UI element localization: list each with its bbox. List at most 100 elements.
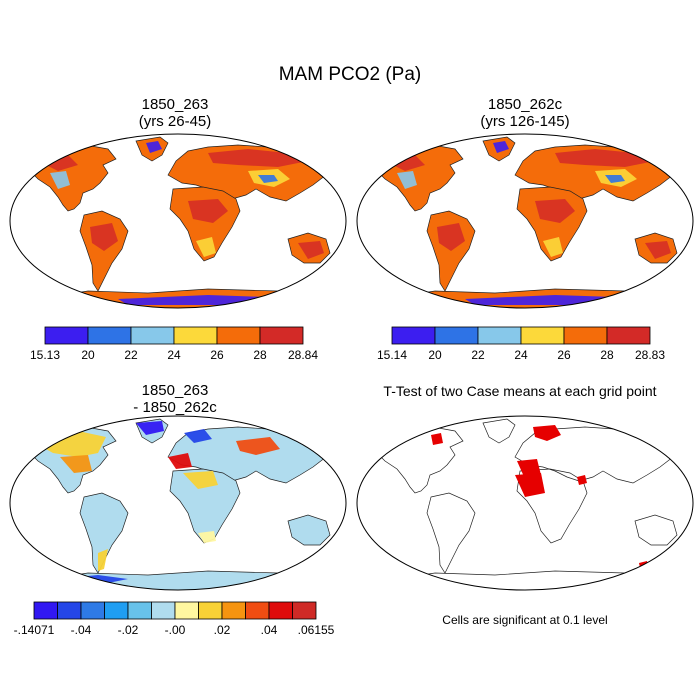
- colorbar-tick-label-1: 15.13: [30, 348, 60, 362]
- panel3-title-line2: - 1850_262c: [133, 399, 217, 416]
- colorbar-swatch-5: [563, 326, 608, 345]
- colorbar-swatch-1: [44, 326, 89, 345]
- panel1-title-line2: (yrs 26-45): [138, 113, 212, 130]
- colorbar-panel-3: -.14071 -.04 -.02 -.00 .02 .04 .06155: [14, 601, 335, 637]
- map-border: [9, 133, 347, 309]
- sig-region-siberia: [655, 431, 663, 437]
- colorbar-tick-label-3: 22: [471, 348, 485, 362]
- diff-region-us: [60, 455, 92, 473]
- colorbar-tick-label-2: 20: [428, 348, 442, 362]
- colorbar-swatch-11: [268, 601, 293, 620]
- diff-region-patagonia: [98, 549, 108, 571]
- colorbar-swatch-7: [174, 601, 199, 620]
- colorbar-tick-label-2: -.04: [71, 623, 92, 637]
- low-region-us-west: [50, 171, 70, 189]
- colorbar-tick-label-5: .02: [214, 623, 231, 637]
- colorbar-swatch-5: [127, 601, 152, 620]
- land-africa: [169, 468, 241, 544]
- panel1-title: 1850_263 (yrs 26-45): [30, 96, 320, 130]
- diff-region-iberia: [168, 453, 192, 469]
- high-region-amazon: [437, 223, 465, 251]
- low-region-greenland: [493, 141, 509, 153]
- diff-region-south-africa: [198, 531, 216, 543]
- map-border: [9, 415, 347, 591]
- map-panel-1: [9, 133, 347, 309]
- colorbar-swatch-5: [216, 326, 261, 345]
- colorbar-swatch-3: [80, 601, 105, 620]
- land-australia: [634, 514, 678, 546]
- map-panel-2: [356, 133, 694, 309]
- colorbar-tick-label-4: 24: [514, 348, 528, 362]
- colorbar-tick-label-6: 28: [600, 348, 614, 362]
- land-africa: [516, 468, 588, 544]
- colorbar-panel-2: 15.14 20 22 24 26 28 28.83: [377, 326, 665, 362]
- colorbar-tick-label-1: 15.14: [377, 348, 407, 362]
- sig-region-arabia: [577, 475, 587, 485]
- map-border: [356, 133, 694, 309]
- panel2-title-line2: (yrs 126-145): [480, 113, 570, 130]
- sig-region-canada: [431, 433, 443, 445]
- panel3-title-line1: 1850_263: [141, 382, 209, 399]
- colorbar-tick-label-5: 26: [210, 348, 224, 362]
- map-panel-4: [356, 415, 694, 591]
- land-south-america: [426, 492, 476, 574]
- colorbar-tick-label-1: -.14071: [14, 623, 55, 637]
- colorbar-panel-1: 15.13 20 22 24 26 28 28.84: [30, 326, 318, 362]
- high-region-australia: [298, 241, 324, 259]
- colorbar-swatch-6: [151, 601, 176, 620]
- map-border: [356, 415, 694, 591]
- colorbar-swatch-1: [391, 326, 436, 345]
- colorbar-swatch-2: [57, 601, 82, 620]
- diff-region-west-siberia: [236, 437, 280, 455]
- sig-region-scandinavia: [533, 425, 561, 441]
- sig-region-northwest-africa: [515, 473, 545, 497]
- low-region-greenland: [146, 141, 162, 153]
- panel1-title-line1: 1850_263: [141, 96, 209, 113]
- diff-region-scandinavia: [184, 429, 212, 443]
- colorbar-tick-label-4: -.00: [165, 623, 186, 637]
- land-europe-asia: [514, 426, 682, 484]
- colorbar-swatch-3: [130, 326, 175, 345]
- high-region-sahara: [188, 199, 228, 223]
- colorbar-tick-label-7: .06155: [298, 623, 335, 637]
- colorbar-swatch-4: [104, 601, 129, 620]
- land-north-america: [374, 426, 464, 494]
- colorbar-tick-label-3: -.02: [118, 623, 139, 637]
- colorbar-tick-label-3: 22: [124, 348, 138, 362]
- panel2-title-line1: 1850_262c: [487, 96, 563, 113]
- map-panel-3: [9, 415, 347, 591]
- map-ocean-background: [357, 416, 693, 590]
- colorbar-tick-label-7: 28.83: [635, 348, 665, 362]
- colorbar-tick-label-6: 28: [253, 348, 267, 362]
- colorbar-tick-label-4: 24: [167, 348, 181, 362]
- diff-region-sahara: [183, 471, 218, 489]
- colorbar-swatch-4: [520, 326, 565, 345]
- low-region-tibet: [605, 175, 625, 183]
- colorbar-tick-label-7: 28.84: [288, 348, 318, 362]
- panel4-title: T-Test of two Case means at each grid po…: [383, 383, 657, 399]
- colorbar-swatch-6: [606, 326, 651, 345]
- colorbar-swatch-8: [198, 601, 223, 620]
- land-australia: [287, 514, 331, 546]
- high-region-australia: [645, 241, 671, 259]
- colorbar-tick-label-2: 20: [81, 348, 95, 362]
- high-region-sahara: [535, 199, 575, 223]
- colorbar-swatch-3: [477, 326, 522, 345]
- main-title: MAM PCO2 (Pa): [278, 64, 422, 85]
- colorbar-swatch-4: [173, 326, 218, 345]
- low-region-tibet: [258, 175, 278, 183]
- colorbar-tick-label-5: 26: [557, 348, 571, 362]
- colorbar-tick-label-6: .04: [261, 623, 278, 637]
- low-region-us-west: [397, 171, 417, 189]
- colorbar-swatch-6: [259, 326, 304, 345]
- low-region-south-africa: [196, 237, 216, 257]
- diff-region-greenland: [136, 421, 164, 435]
- colorbar-swatch-2: [87, 326, 132, 345]
- colorbar-swatch-9: [221, 601, 246, 620]
- colorbar-swatch-1: [33, 601, 58, 620]
- significance-note: Cells are significant at 0.1 level: [442, 613, 608, 627]
- high-region-amazon: [90, 223, 118, 251]
- panel3-title: 1850_263 - 1850_262c: [30, 382, 320, 416]
- colorbar-swatch-2: [434, 326, 479, 345]
- low-region-south-africa: [543, 237, 563, 257]
